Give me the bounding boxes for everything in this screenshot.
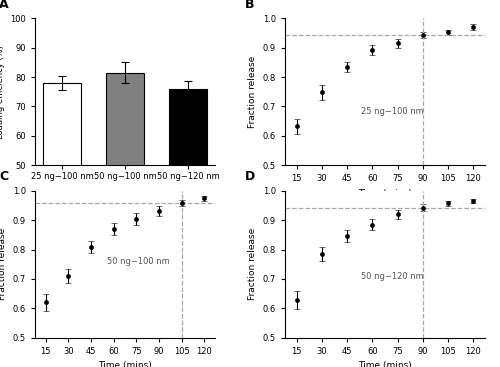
X-axis label: Time (mins): Time (mins) xyxy=(358,361,412,367)
Text: B: B xyxy=(245,0,254,11)
Text: 25 ng−100 nm: 25 ng−100 nm xyxy=(361,107,424,116)
Bar xyxy=(106,73,144,312)
Y-axis label: Fraction release: Fraction release xyxy=(248,56,257,128)
Y-axis label: Fraction release: Fraction release xyxy=(0,228,7,300)
Text: 50 ng−100 nm: 50 ng−100 nm xyxy=(107,257,170,266)
Text: D: D xyxy=(245,171,256,184)
Bar xyxy=(43,83,81,312)
Y-axis label: Loading efficiency (%): Loading efficiency (%) xyxy=(0,45,4,139)
X-axis label: Time (mins): Time (mins) xyxy=(358,189,412,198)
Text: C: C xyxy=(0,171,8,184)
Text: 50 ng−120 nm: 50 ng−120 nm xyxy=(361,272,424,281)
X-axis label: Time (mins): Time (mins) xyxy=(98,361,152,367)
Y-axis label: Fraction release: Fraction release xyxy=(248,228,257,300)
Text: A: A xyxy=(0,0,8,11)
Bar xyxy=(169,89,207,312)
